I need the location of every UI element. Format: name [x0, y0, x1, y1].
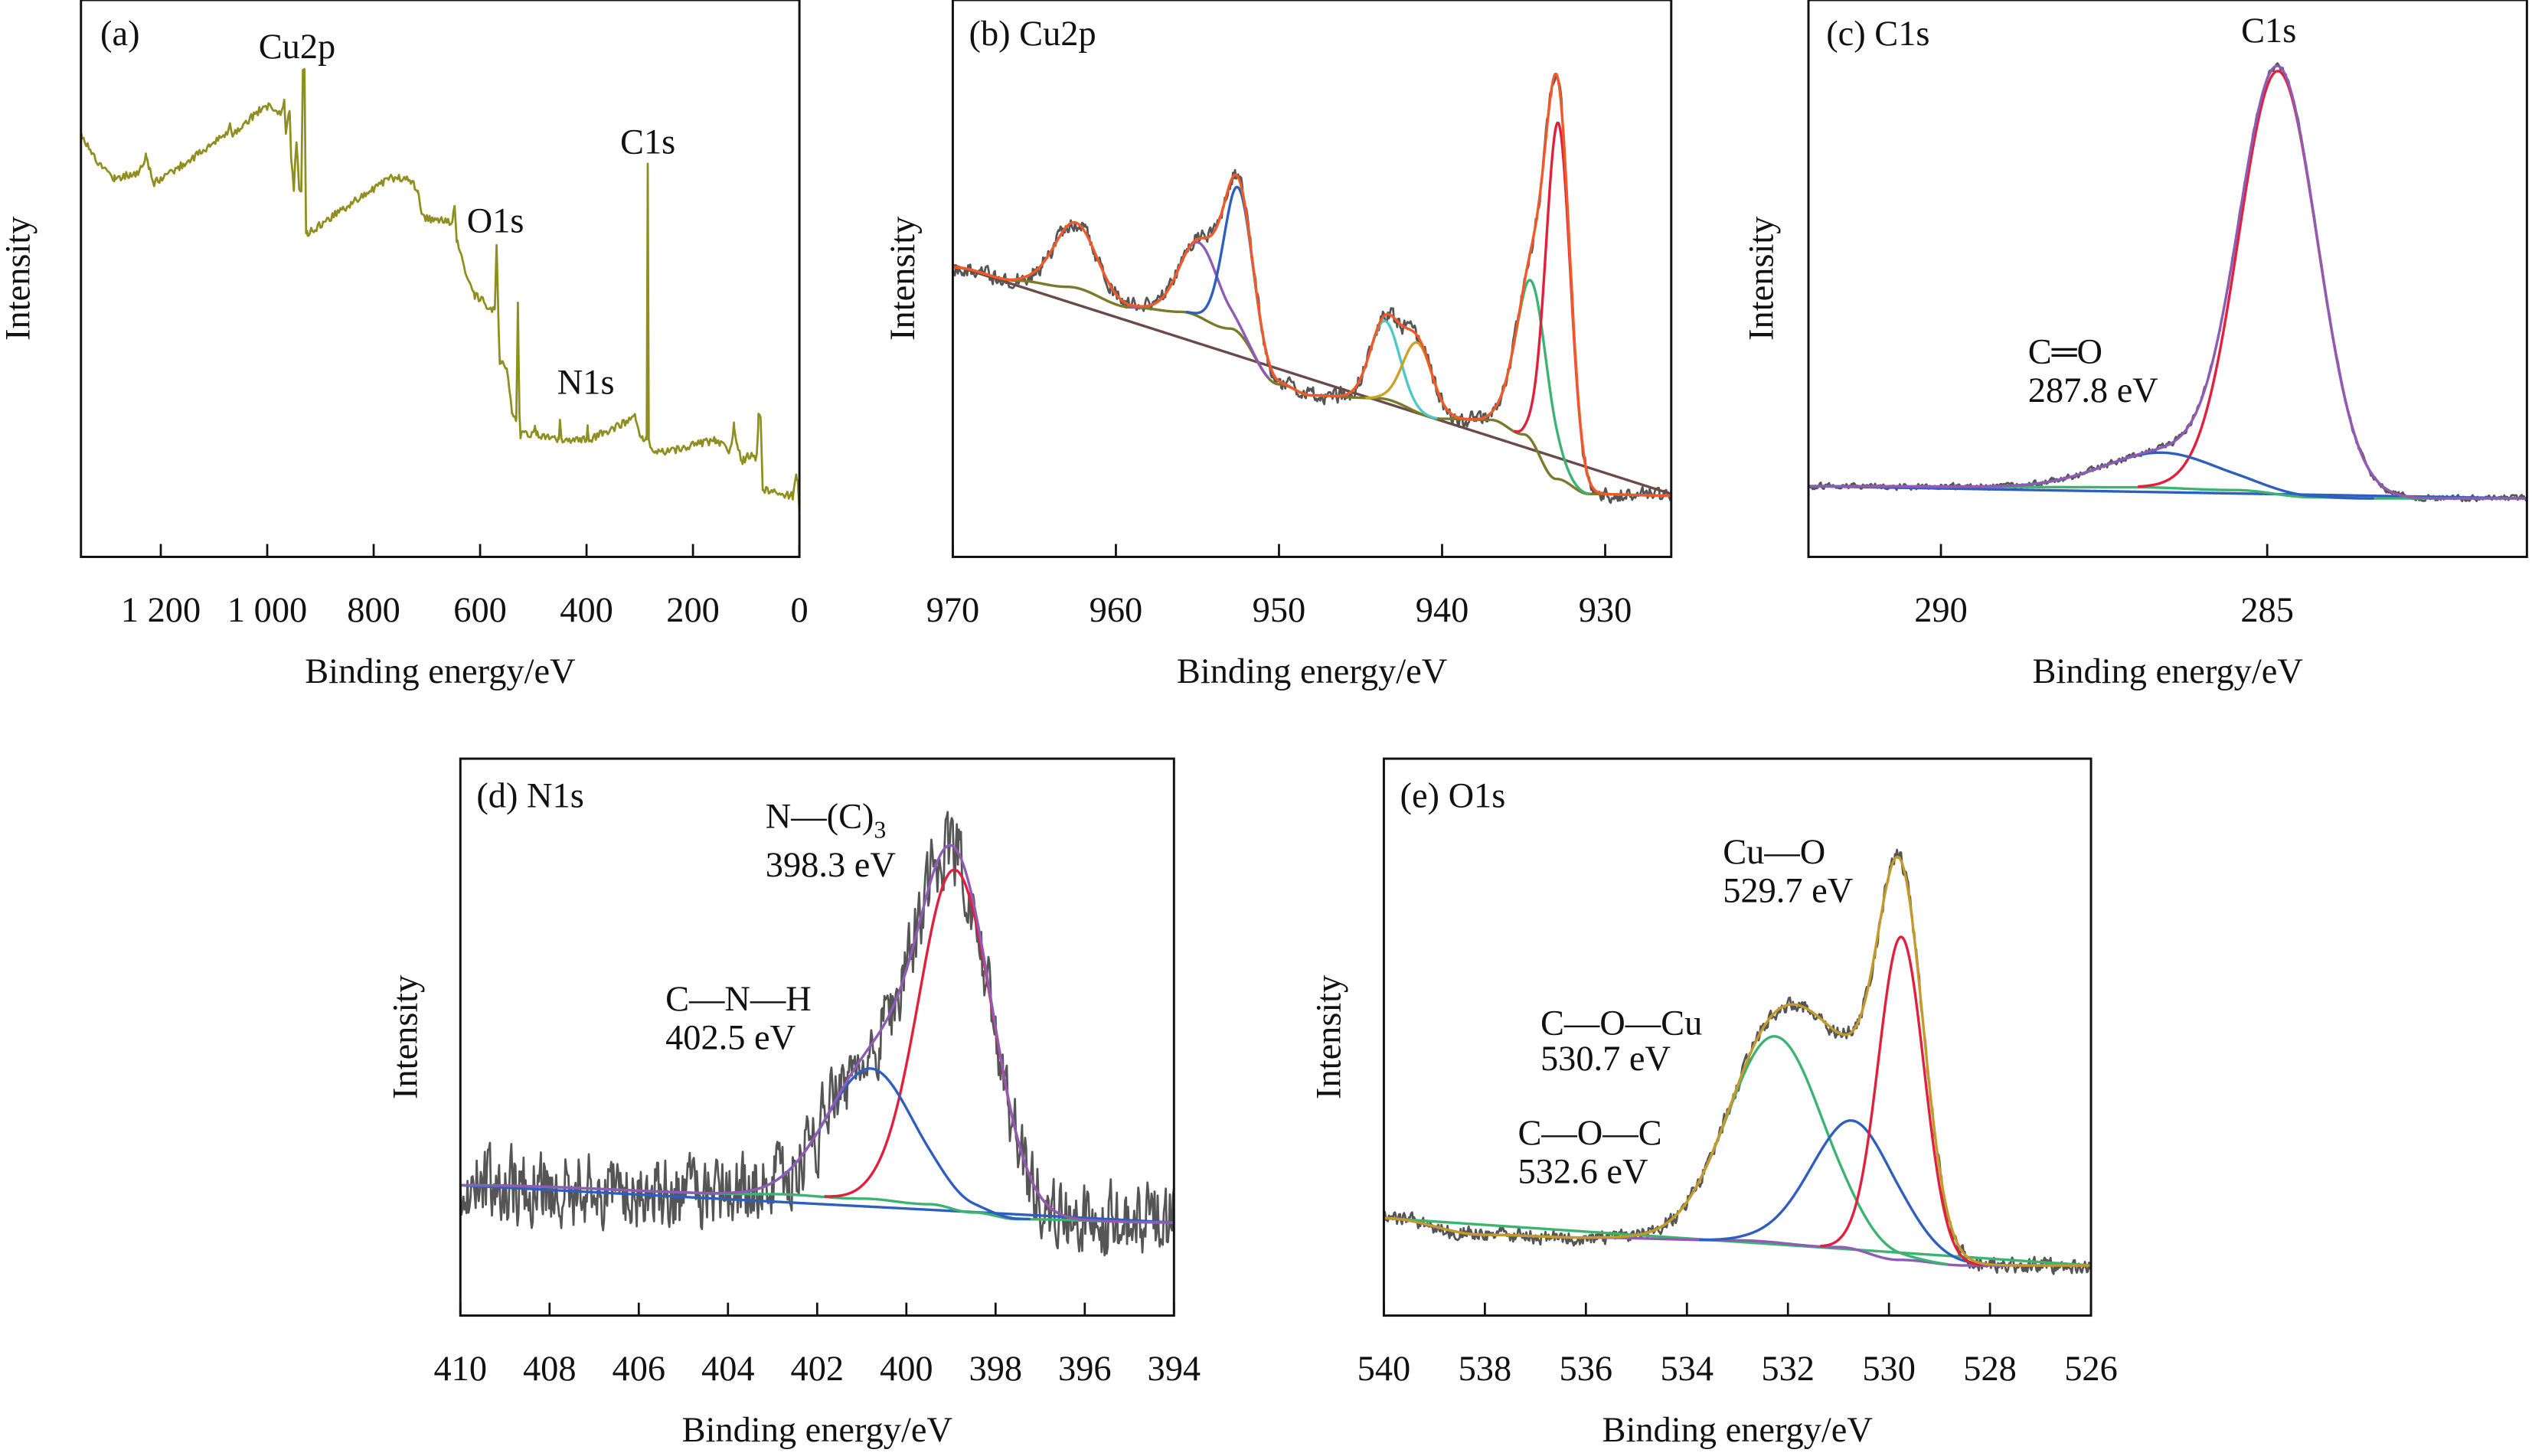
raw-spectrum-line — [1384, 848, 2092, 1275]
x-tick-label: 200 — [666, 591, 720, 630]
linear-baseline-line — [952, 263, 1671, 495]
peak-annotation: C—O—Cu — [1540, 1004, 1702, 1043]
x-axis-label: Binding energy/eV — [305, 652, 575, 691]
fitted-component-peak-529.76 — [1820, 935, 1982, 1266]
x-tick-label: 408 — [523, 1350, 577, 1389]
peak-annotation: 402.5 eV — [665, 1019, 796, 1058]
peak-annotation: C—O—C — [1518, 1114, 1661, 1153]
plot-area — [1808, 62, 2527, 503]
peak-annotation: C—N—H — [665, 980, 812, 1019]
fitted-component-peak-398.9 — [824, 868, 1087, 1222]
panel-title: (d) N1s — [476, 776, 583, 815]
peak-annotation: 530.7 eV — [1540, 1040, 1671, 1079]
x-tick-label: 536 — [1560, 1350, 1613, 1389]
x-tick-label: 528 — [1963, 1350, 2017, 1389]
x-tick-label: 530 — [1862, 1350, 1916, 1389]
y-axis-label: Intensity — [0, 217, 38, 341]
x-tick-label: 404 — [701, 1350, 755, 1389]
plot-area — [952, 72, 1671, 504]
x-tick-label: 950 — [1253, 591, 1306, 630]
x-tick-label: 290 — [1914, 591, 1968, 630]
peak-annotation: N—(C)3 — [766, 798, 887, 844]
peak-annotation: C1s — [2241, 11, 2296, 51]
x-tick-label: 1 200 — [121, 591, 201, 630]
x-tick-label: 526 — [2064, 1350, 2118, 1389]
x-tick-label: 394 — [1148, 1350, 1201, 1389]
x-tick-label: 540 — [1357, 1350, 1411, 1389]
fit-envelope-line — [1808, 64, 2527, 500]
peak-annotation: Cu2p — [259, 28, 336, 67]
x-tick-label: 285 — [2240, 591, 2294, 630]
x-tick-label: 930 — [1579, 591, 1632, 630]
peak-annotation: 532.6 eV — [1518, 1153, 1648, 1192]
x-axis-label: Binding energy/eV — [2033, 652, 2303, 691]
panel-d: 410 408 406 404 402 400 398 396 394 Binding energ… — [386, 757, 1201, 1450]
x-axis-label: Binding energy/eV — [1177, 652, 1447, 691]
plot-area — [80, 67, 800, 512]
panel-title: (a) — [100, 15, 139, 54]
x-tick-label: 970 — [926, 591, 980, 630]
plot-frame — [1382, 757, 2093, 1317]
fit-envelope-line — [1384, 855, 2092, 1267]
y-axis-label: Intensity — [1309, 975, 1348, 1099]
x-tick-label: 800 — [347, 591, 400, 630]
annotation-main-text: N—(C) — [766, 798, 874, 837]
shirley-background-line — [952, 266, 1671, 498]
x-tick-label: 396 — [1058, 1350, 1112, 1389]
fit-envelope-line — [952, 72, 1671, 498]
plot-frame — [951, 0, 1673, 558]
x-tick-label: 400 — [560, 591, 613, 630]
peak-annotation: C1s — [620, 122, 675, 162]
plot-area — [460, 811, 1175, 1257]
y-axis-label: Intensity — [386, 975, 425, 1099]
linear-baseline-line — [460, 1183, 1175, 1224]
raw-spectrum-line — [1808, 62, 2527, 503]
plot-frame — [1807, 0, 2528, 558]
x-tick-label: 0 — [791, 591, 809, 630]
peak-annotation: N1s — [557, 364, 615, 403]
fitted-component-peak-530.7 — [1698, 1119, 2008, 1267]
panel-e: 540 538 536 534 532 530 528 526 Binding energy/e… — [1309, 757, 2118, 1450]
x-tick-label: 406 — [613, 1350, 666, 1389]
annotation-subscript: 3 — [874, 816, 887, 843]
x-tick-label: 534 — [1660, 1350, 1714, 1389]
panel-c: 290 285 Binding energy/eV Intensity (c) C1s C… — [1743, 0, 2528, 691]
x-tick-label: 398 — [969, 1350, 1023, 1389]
x-tick-label: 1 000 — [227, 591, 307, 630]
x-axis-label: Binding energy/eV — [682, 1411, 952, 1450]
raw-spectrum-line — [460, 811, 1175, 1257]
x-tick-label: 400 — [880, 1350, 933, 1389]
y-axis-label: Intensity — [1743, 217, 1782, 341]
x-tick-label: 538 — [1459, 1350, 1512, 1389]
fit-envelope-line — [460, 844, 1175, 1224]
panel-title: (b) Cu2p — [969, 15, 1096, 54]
peak-annotation: Cu—O — [1723, 833, 1825, 872]
y-axis-label: Intensity — [884, 217, 923, 341]
peak-annotation: O1s — [467, 202, 524, 241]
x-tick-label: 960 — [1090, 591, 1143, 630]
survey-spectrum-line — [80, 67, 800, 512]
x-tick-label: 410 — [434, 1350, 488, 1389]
plot-frame — [80, 0, 801, 558]
x-tick-label: 402 — [791, 1350, 845, 1389]
peak-annotation: 529.7 eV — [1723, 872, 1853, 911]
peak-annotation: C═O — [2028, 332, 2102, 371]
peak-annotation: 287.8 eV — [2028, 371, 2158, 410]
x-tick-label: 532 — [1761, 1350, 1815, 1389]
linear-baseline-line — [1384, 1216, 2092, 1267]
plot-area — [1384, 848, 2092, 1275]
panel-title: (c) C1s — [1826, 15, 1929, 54]
x-axis-label: Binding energy/eV — [1603, 1411, 1873, 1450]
panel-b: 970 960 950 940 930 Binding energy/eV Intensit… — [884, 0, 1673, 691]
x-tick-label: 940 — [1416, 591, 1469, 630]
peak-annotation: 398.3 eV — [766, 846, 896, 885]
x-tick-label: 600 — [453, 591, 507, 630]
panel-title: (e) O1s — [1400, 776, 1506, 815]
panel-a: 1 200 1 000 800 600 400 200 0 Binding energy/eV… — [0, 0, 809, 691]
